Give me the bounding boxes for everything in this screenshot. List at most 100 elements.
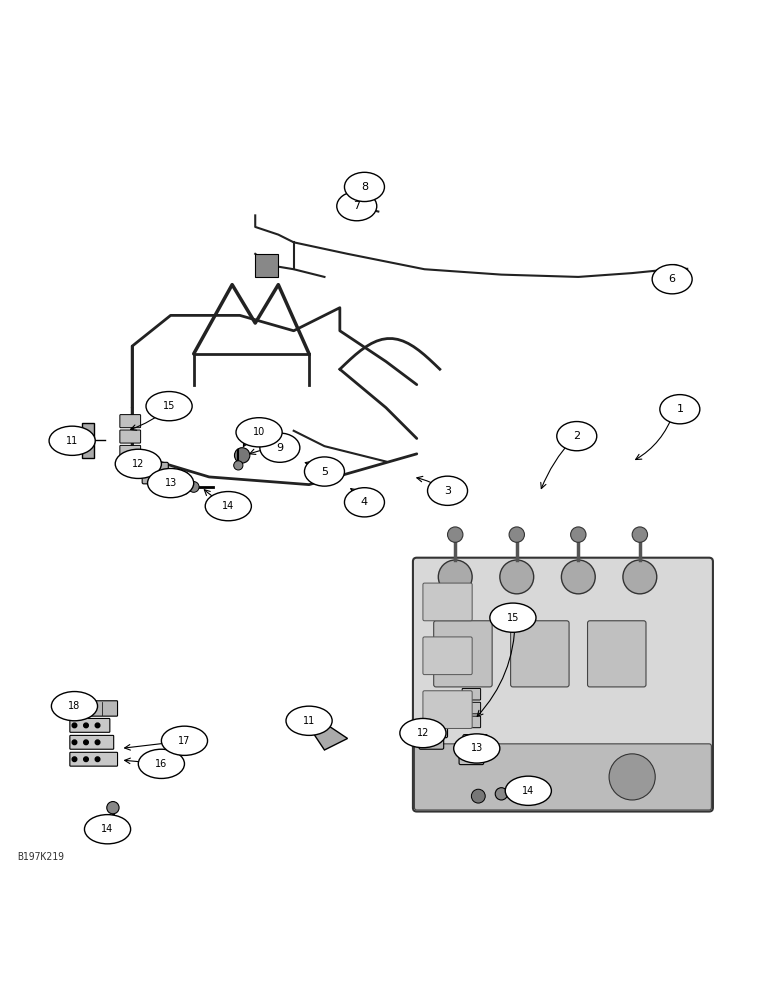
Ellipse shape xyxy=(652,265,692,294)
Ellipse shape xyxy=(115,449,161,478)
FancyBboxPatch shape xyxy=(419,731,444,749)
Circle shape xyxy=(438,560,472,594)
Text: 13: 13 xyxy=(164,478,177,488)
Circle shape xyxy=(83,757,88,762)
Circle shape xyxy=(472,789,486,803)
FancyBboxPatch shape xyxy=(69,752,117,766)
Ellipse shape xyxy=(138,749,185,778)
FancyBboxPatch shape xyxy=(462,702,481,714)
Ellipse shape xyxy=(236,418,282,447)
Text: 11: 11 xyxy=(303,716,315,726)
Text: 3: 3 xyxy=(444,486,451,496)
Circle shape xyxy=(234,461,243,470)
Ellipse shape xyxy=(49,426,95,455)
FancyBboxPatch shape xyxy=(423,583,472,621)
Circle shape xyxy=(632,527,648,542)
FancyBboxPatch shape xyxy=(462,716,481,728)
Circle shape xyxy=(495,788,507,800)
Text: 2: 2 xyxy=(573,431,581,441)
Ellipse shape xyxy=(260,433,300,462)
Text: 6: 6 xyxy=(669,274,676,284)
FancyBboxPatch shape xyxy=(434,621,493,687)
Text: 13: 13 xyxy=(471,743,483,753)
Polygon shape xyxy=(309,723,347,750)
Text: 8: 8 xyxy=(361,182,368,192)
Text: 5: 5 xyxy=(321,467,328,477)
Text: 16: 16 xyxy=(155,759,168,769)
Circle shape xyxy=(107,802,119,814)
Ellipse shape xyxy=(344,488,384,517)
Circle shape xyxy=(72,723,76,728)
Circle shape xyxy=(95,757,100,762)
FancyBboxPatch shape xyxy=(120,430,141,443)
FancyBboxPatch shape xyxy=(459,746,484,765)
Ellipse shape xyxy=(337,192,377,221)
Text: 12: 12 xyxy=(417,728,429,738)
Ellipse shape xyxy=(454,734,499,763)
Text: 1: 1 xyxy=(676,404,683,414)
Circle shape xyxy=(670,265,679,274)
Ellipse shape xyxy=(205,492,252,521)
Text: 7: 7 xyxy=(354,201,361,211)
Circle shape xyxy=(188,482,199,492)
Text: 14: 14 xyxy=(101,824,113,834)
FancyBboxPatch shape xyxy=(415,744,711,810)
Text: 15: 15 xyxy=(163,401,175,411)
Ellipse shape xyxy=(52,692,97,721)
Circle shape xyxy=(448,527,463,542)
Ellipse shape xyxy=(304,457,344,486)
Circle shape xyxy=(95,723,100,728)
Ellipse shape xyxy=(660,395,700,424)
Text: 17: 17 xyxy=(178,736,191,746)
Circle shape xyxy=(499,560,533,594)
Circle shape xyxy=(83,740,88,745)
Text: 11: 11 xyxy=(66,436,78,446)
Circle shape xyxy=(235,448,250,463)
Text: 9: 9 xyxy=(276,443,283,453)
Circle shape xyxy=(72,740,76,745)
Polygon shape xyxy=(82,423,93,458)
Text: 4: 4 xyxy=(361,497,368,507)
Ellipse shape xyxy=(428,476,468,505)
FancyBboxPatch shape xyxy=(423,691,472,728)
FancyBboxPatch shape xyxy=(423,637,472,675)
Text: 18: 18 xyxy=(69,701,80,711)
Ellipse shape xyxy=(490,603,536,632)
FancyBboxPatch shape xyxy=(413,558,713,812)
Ellipse shape xyxy=(344,172,384,202)
FancyBboxPatch shape xyxy=(510,621,569,687)
Circle shape xyxy=(561,560,595,594)
Circle shape xyxy=(95,740,100,745)
Circle shape xyxy=(357,188,368,199)
FancyBboxPatch shape xyxy=(423,719,448,738)
Ellipse shape xyxy=(84,815,130,844)
Ellipse shape xyxy=(161,726,208,755)
Ellipse shape xyxy=(286,706,332,735)
Circle shape xyxy=(83,723,88,728)
Ellipse shape xyxy=(557,422,597,451)
FancyBboxPatch shape xyxy=(463,735,488,753)
Ellipse shape xyxy=(146,392,192,421)
Circle shape xyxy=(571,527,586,542)
FancyBboxPatch shape xyxy=(123,452,149,474)
FancyBboxPatch shape xyxy=(69,718,110,732)
FancyBboxPatch shape xyxy=(66,701,117,716)
Text: B197K219: B197K219 xyxy=(17,852,64,862)
Text: 10: 10 xyxy=(253,427,266,437)
Text: 15: 15 xyxy=(506,613,519,623)
FancyBboxPatch shape xyxy=(69,735,113,749)
FancyBboxPatch shape xyxy=(142,462,168,484)
Ellipse shape xyxy=(400,718,446,748)
Ellipse shape xyxy=(505,776,551,805)
FancyBboxPatch shape xyxy=(120,415,141,428)
Circle shape xyxy=(609,754,655,800)
Text: 12: 12 xyxy=(132,459,144,469)
Circle shape xyxy=(509,527,524,542)
FancyBboxPatch shape xyxy=(462,688,481,700)
Text: 14: 14 xyxy=(222,501,235,511)
FancyBboxPatch shape xyxy=(587,621,646,687)
Ellipse shape xyxy=(147,468,194,498)
Text: 14: 14 xyxy=(522,786,534,796)
Polygon shape xyxy=(256,254,279,277)
FancyBboxPatch shape xyxy=(161,472,188,494)
